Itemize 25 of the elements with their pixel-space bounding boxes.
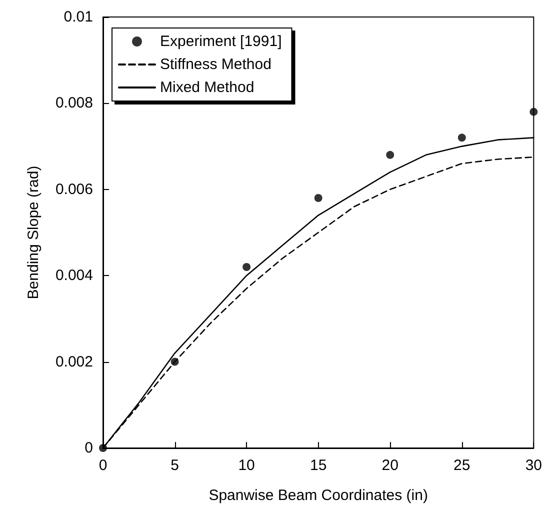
x-tick-label: 20 [382, 457, 398, 474]
point [458, 134, 466, 142]
point [242, 262, 251, 271]
legend-label: Experiment [1991] [160, 33, 282, 50]
point [530, 108, 538, 116]
point [170, 358, 179, 366]
point [386, 150, 394, 159]
legend-label: Mixed Method [160, 79, 254, 96]
x-tick-label: 0 [98, 457, 108, 474]
y-tick-label: 0.004 [55, 267, 93, 284]
x-axis-title: Spanwise Beam Coordinates (in) [208, 487, 428, 504]
x-tick-label: 5 [170, 457, 179, 474]
x-tick-label: 25 [454, 457, 470, 474]
y-tick-label: 0.01 [64, 8, 93, 26]
x-tick-label: 10 [238, 457, 255, 474]
y-axis-title: Bending Slope (rad) [25, 166, 42, 300]
legend-label: Stiffness Method [160, 56, 272, 73]
y-tick-label: 0.006 [55, 180, 93, 198]
x-tick-label: 30 [525, 457, 542, 474]
point [99, 444, 107, 452]
x-tick-label: 15 [310, 457, 327, 474]
y-tick-label: 0.002 [55, 353, 93, 370]
y-tick-label: 0.008 [55, 94, 93, 112]
y-tick-label: 0 [84, 440, 93, 456]
point [314, 194, 322, 202]
